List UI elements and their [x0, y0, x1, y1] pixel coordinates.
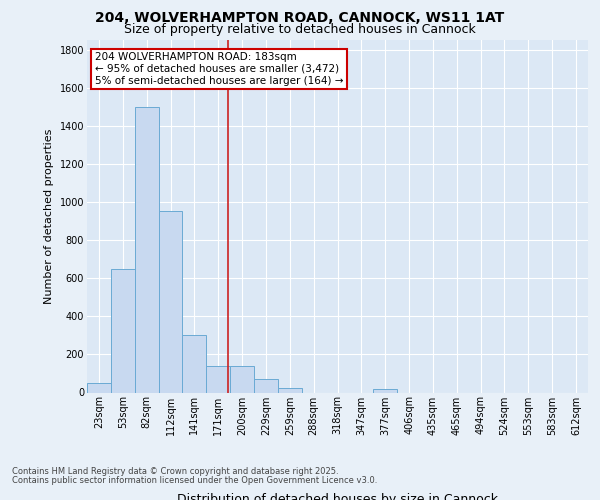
- X-axis label: Distribution of detached houses by size in Cannock: Distribution of detached houses by size …: [177, 493, 498, 500]
- Text: 204, WOLVERHAMPTON ROAD, CANNOCK, WS11 1AT: 204, WOLVERHAMPTON ROAD, CANNOCK, WS11 1…: [95, 11, 505, 25]
- Bar: [135, 106, 158, 393]
- Text: Size of property relative to detached houses in Cannock: Size of property relative to detached ho…: [124, 22, 476, 36]
- Y-axis label: Number of detached properties: Number of detached properties: [44, 128, 54, 304]
- Text: 204 WOLVERHAMPTON ROAD: 183sqm
← 95% of detached houses are smaller (3,472)
5% o: 204 WOLVERHAMPTON ROAD: 183sqm ← 95% of …: [95, 52, 343, 86]
- Bar: [111, 268, 135, 392]
- Bar: [278, 388, 302, 392]
- Bar: [158, 212, 182, 392]
- Bar: [254, 379, 278, 392]
- Bar: [230, 366, 254, 392]
- Text: Contains public sector information licensed under the Open Government Licence v3: Contains public sector information licen…: [12, 476, 377, 485]
- Bar: [373, 388, 397, 392]
- Bar: [87, 383, 111, 392]
- Bar: [182, 336, 206, 392]
- Bar: [206, 366, 230, 392]
- Text: Contains HM Land Registry data © Crown copyright and database right 2025.: Contains HM Land Registry data © Crown c…: [12, 467, 338, 476]
